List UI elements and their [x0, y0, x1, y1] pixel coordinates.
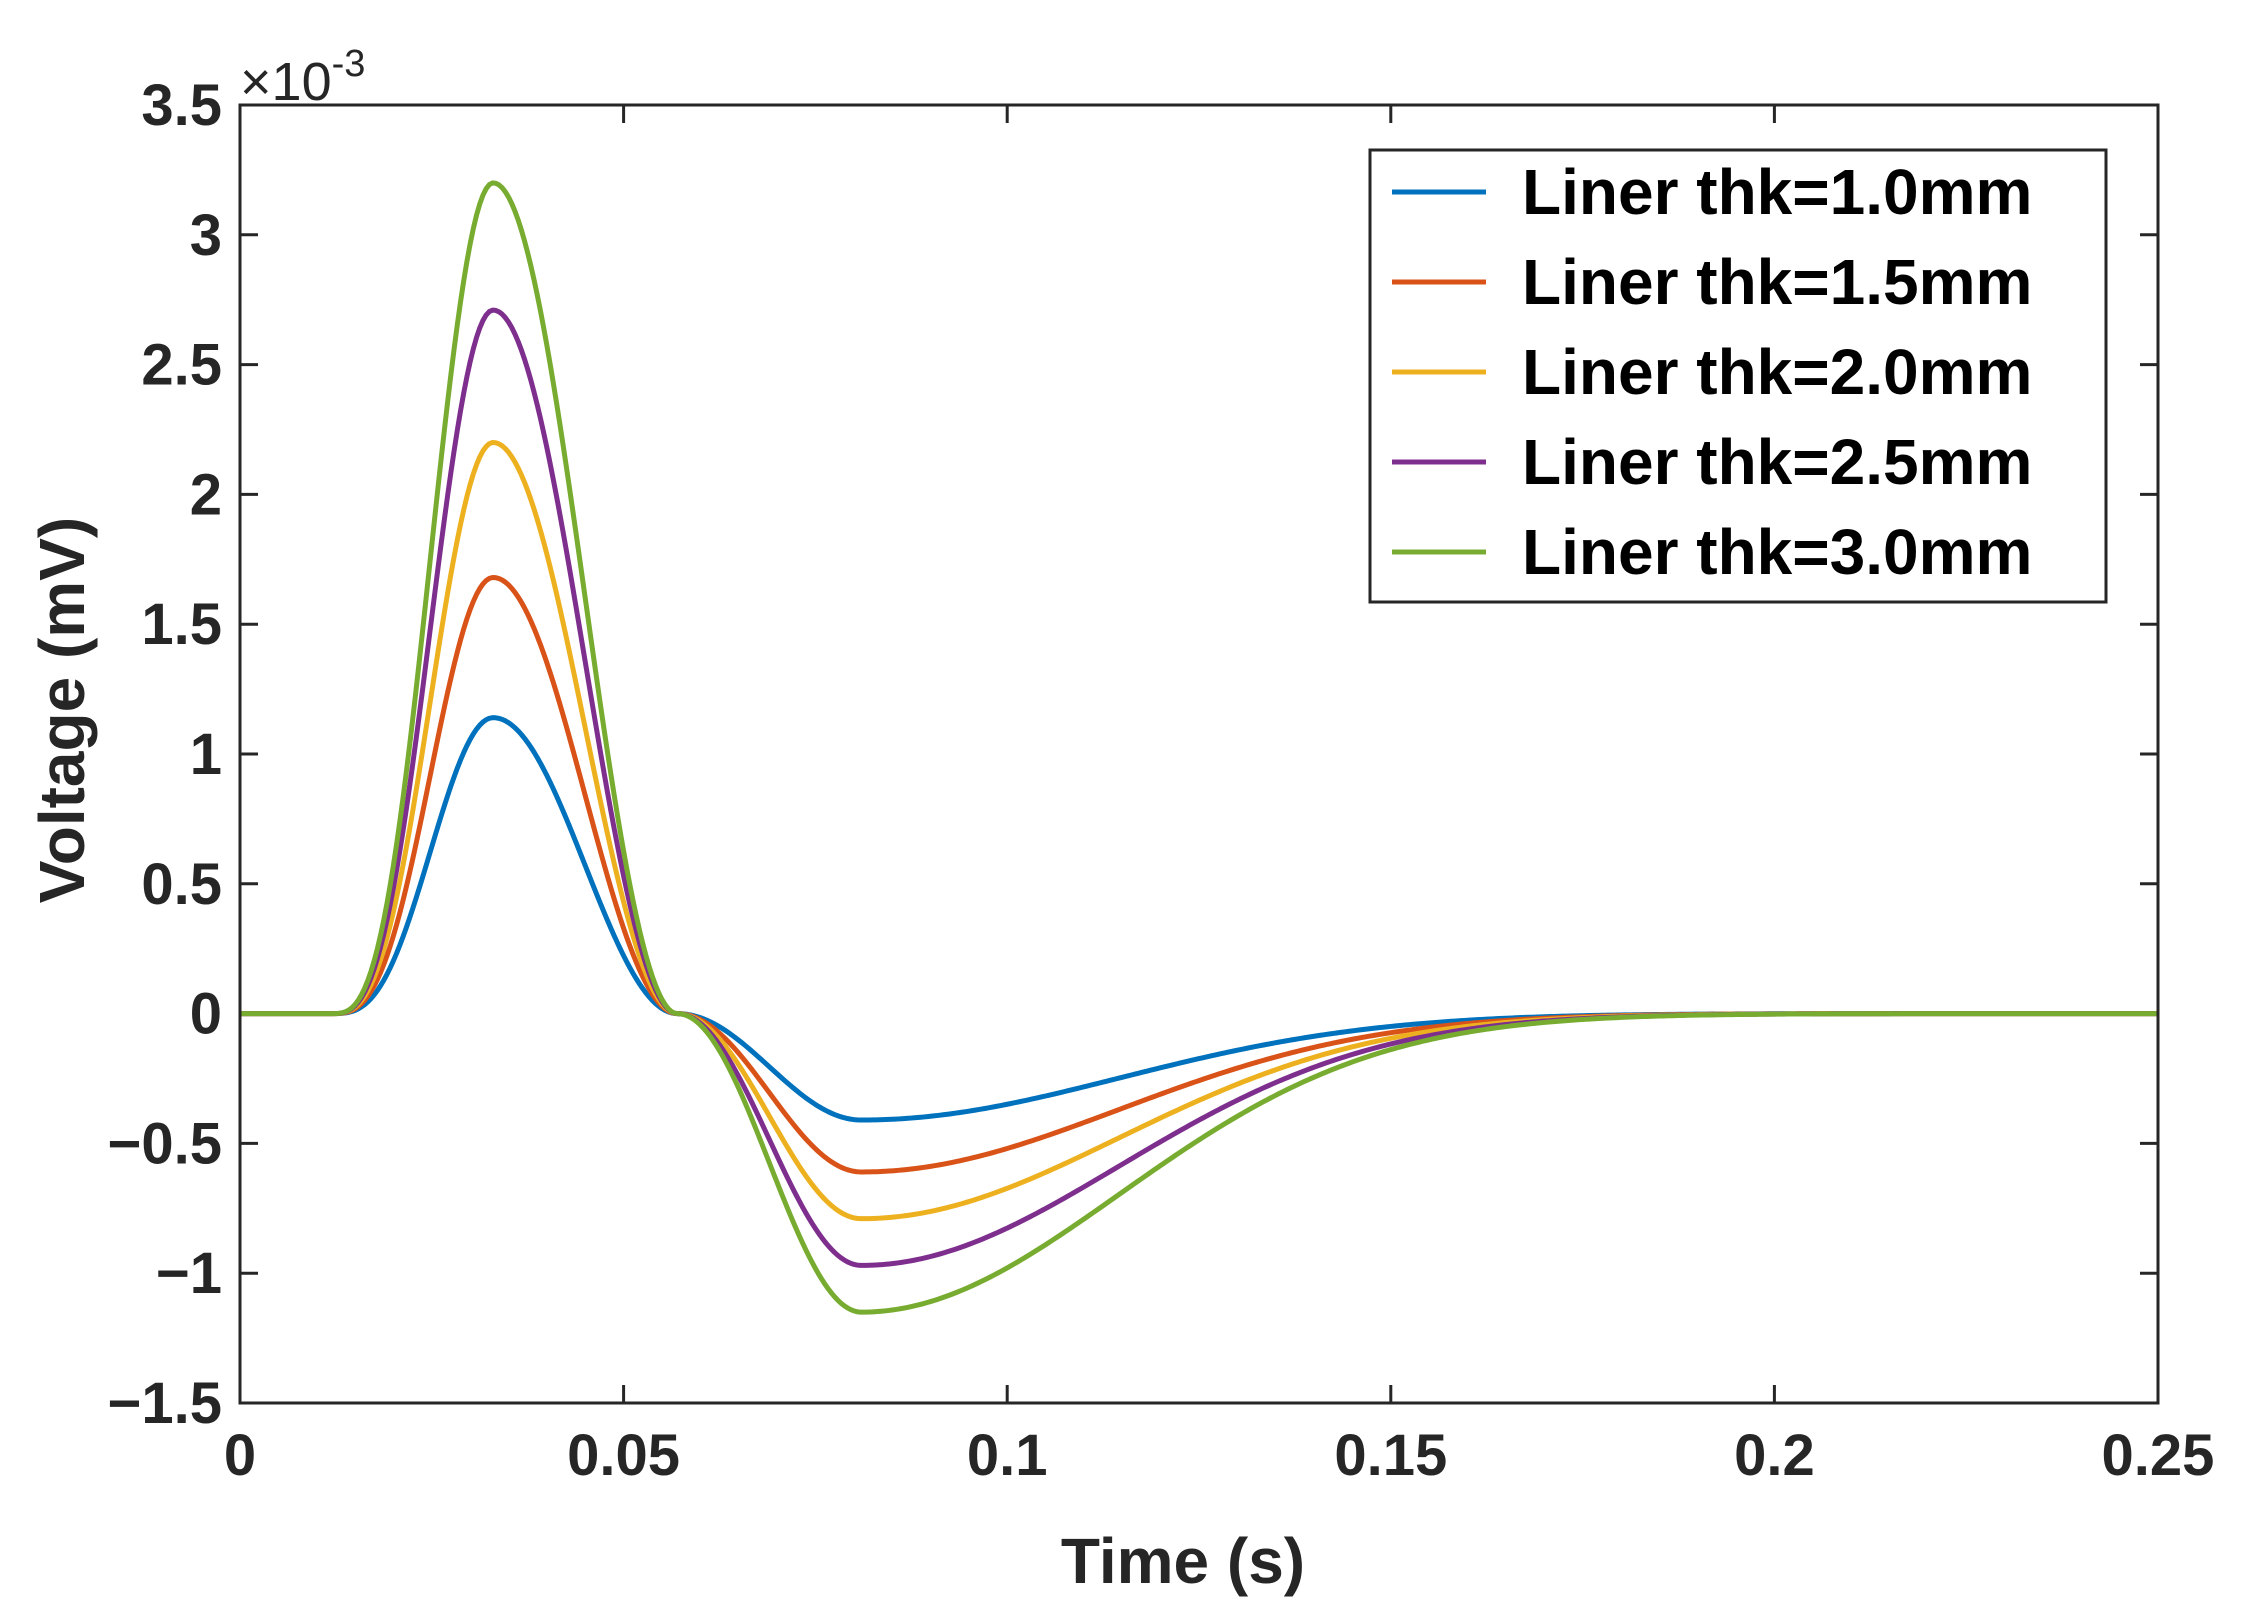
legend-entry-label: Liner thk=2.5mm	[1522, 426, 2032, 498]
y-tick-label: −1.5	[108, 1371, 223, 1436]
x-tick-label: 0	[224, 1423, 256, 1488]
y-axis-label: Voltage (mV)	[26, 517, 98, 903]
x-tick-label: 0.1	[967, 1423, 1048, 1488]
legend-entry-label: Liner thk=2.0mm	[1522, 336, 2032, 408]
y-tick-label: −0.5	[108, 1111, 223, 1176]
series-line-5	[240, 180, 2158, 1315]
legend-entry-label: Liner thk=1.0mm	[1522, 156, 2032, 228]
y-tick-label: 1.5	[141, 592, 222, 657]
legend-entry-label: Liner thk=1.5mm	[1522, 246, 2032, 318]
series-line-1	[240, 715, 2158, 1123]
x-tick-label: 0.25	[2102, 1423, 2215, 1488]
series-lines	[240, 180, 2158, 1315]
x-tick-label: 0.05	[567, 1423, 680, 1488]
y-tick-label: 3	[190, 203, 222, 268]
y-tick-label: −1	[156, 1241, 222, 1306]
x-tick-label: 0.15	[1334, 1423, 1447, 1488]
y-tick-label: 3.5	[141, 73, 222, 138]
legend-entry-label: Liner thk=3.0mm	[1522, 516, 2032, 588]
legend: Liner thk=1.0mm Liner thk=1.5mm Liner thk=…	[1368, 148, 2108, 604]
y-axis-exponent: ×10-3	[240, 43, 365, 112]
y-tick-label: 2	[190, 462, 222, 527]
y-tick-label: 0	[190, 982, 222, 1047]
plot-frame	[238, 103, 2160, 1405]
x-axis-ticks: 0 0.05 0.1 0.15 0.2 0.25	[224, 105, 2215, 1488]
x-tick-label: 0.2	[1734, 1423, 1815, 1488]
y-axis-ticks: −1.5 −1 −0.5 0 0.5 1 1.5 2 2.5 3 3.5	[108, 73, 2158, 1436]
legend-box	[1368, 148, 2108, 604]
x-axis-label: Time (s)	[1061, 1525, 1305, 1597]
y-tick-label: 1	[190, 722, 222, 787]
y-tick-label: 0.5	[141, 852, 222, 917]
y-tick-label: 2.5	[141, 333, 222, 398]
series-line-2	[240, 575, 2158, 1175]
